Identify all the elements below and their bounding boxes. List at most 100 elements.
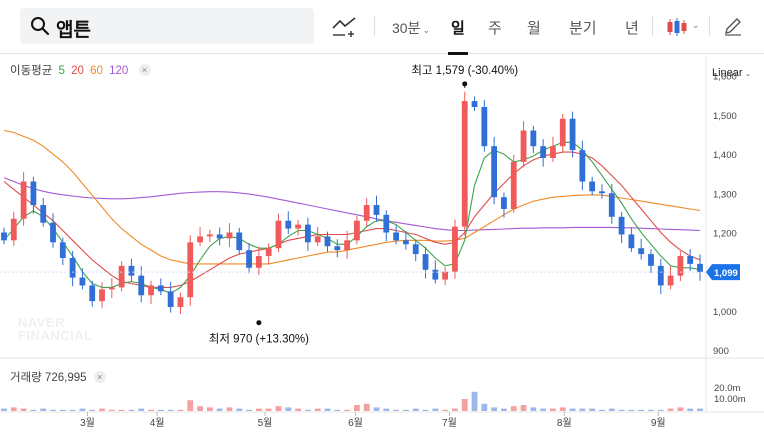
volume-bar — [10, 407, 17, 411]
candle — [687, 248, 694, 271]
period-tab-month[interactable]: 월 — [527, 20, 541, 37]
candle-body — [461, 101, 468, 227]
volume-bar — [255, 408, 262, 411]
volume-bar — [589, 408, 596, 411]
candle-body — [354, 220, 360, 241]
volume-bar — [69, 409, 76, 411]
volume-bar — [697, 408, 703, 411]
candle — [373, 195, 380, 222]
stock-search-box[interactable]: 앱튼 — [20, 8, 314, 44]
candle — [618, 212, 625, 244]
volume-bar — [510, 406, 517, 411]
candle — [550, 136, 556, 162]
candlestick-type-icon[interactable] — [666, 17, 688, 37]
ma120-line — [3, 177, 701, 232]
candle — [216, 227, 223, 246]
volume-bar — [608, 408, 615, 411]
candle — [275, 213, 282, 253]
candle-body — [216, 234, 223, 239]
candle-body — [40, 205, 47, 223]
volume-bar — [422, 409, 429, 411]
y-tick-label: 1,500 — [713, 111, 737, 122]
scale-mode-dropdown[interactable]: Linear ⌄ — [712, 67, 751, 79]
volume-bar — [569, 408, 576, 411]
candle-body — [79, 277, 86, 286]
ma20-line — [3, 151, 701, 288]
candle — [177, 292, 184, 315]
candle-body — [30, 181, 37, 206]
candle — [89, 280, 96, 307]
candle-body — [177, 297, 184, 308]
candle-body — [559, 118, 566, 147]
volume-bar — [40, 408, 47, 411]
candle-body — [10, 218, 17, 241]
drawing-tool-icon[interactable] — [331, 14, 359, 38]
candle-body — [697, 263, 703, 273]
y-tick-label: 1,600 — [713, 72, 737, 83]
volume-bar — [628, 409, 635, 411]
pencil-icon[interactable] — [722, 15, 744, 37]
candle-body — [383, 214, 390, 233]
x-tick-label: 8월 — [557, 417, 572, 429]
x-tick-label: 9월 — [651, 417, 666, 429]
candle — [530, 125, 537, 154]
volume-bar — [481, 403, 488, 411]
y-tick-label: 1,200 — [713, 228, 737, 239]
candle-body — [657, 265, 664, 286]
candle — [628, 227, 635, 253]
period-tab-year[interactable]: 년 — [625, 20, 639, 37]
volume-bar — [79, 408, 86, 411]
chevron-down-icon: ⌄ — [744, 69, 752, 78]
volume-bar — [599, 409, 605, 411]
period-tab-day[interactable]: 일 — [451, 20, 465, 37]
candle — [295, 219, 301, 236]
candle — [206, 229, 213, 242]
candle — [187, 235, 194, 306]
search-icon[interactable] — [30, 16, 50, 36]
volume-bar — [295, 408, 301, 411]
volume-bar — [491, 407, 498, 411]
candle-body — [589, 181, 596, 192]
candle — [442, 267, 449, 286]
chevron-down-icon: ⌄ — [422, 25, 430, 35]
volume-bar — [432, 408, 439, 411]
candle — [363, 197, 370, 227]
candle-body — [638, 248, 645, 255]
close-icon[interactable]: × — [138, 64, 151, 76]
chevron-down-icon[interactable]: ⌄ — [692, 20, 700, 30]
volume-bar — [657, 409, 664, 411]
volume-bar — [1, 408, 7, 411]
interval-dropdown[interactable]: 30분 ⌄ — [392, 18, 430, 38]
stock-name[interactable]: 앱튼 — [56, 20, 91, 41]
candle-body — [108, 287, 115, 290]
candle — [10, 211, 17, 246]
period-tab-quarter[interactable]: 분기 — [569, 20, 597, 37]
candle — [246, 243, 252, 274]
volume-bar — [687, 408, 694, 411]
candle-body — [471, 101, 478, 107]
candle — [491, 136, 498, 205]
candle — [471, 96, 478, 111]
candle-body — [501, 197, 507, 209]
volume-bar — [373, 407, 380, 411]
candle — [30, 176, 37, 214]
candle-body — [608, 193, 615, 217]
candle-body — [579, 150, 586, 182]
candle-body — [491, 146, 498, 198]
watermark-line: NAVER — [18, 315, 66, 330]
candle-body — [599, 191, 605, 194]
candle-body — [618, 216, 625, 235]
volume-bar — [461, 399, 468, 411]
close-icon[interactable]: × — [93, 371, 106, 383]
candle-body — [118, 265, 125, 288]
candle-body — [20, 181, 27, 219]
candle-body — [344, 240, 350, 251]
toolbar-divider — [652, 16, 653, 36]
volume-tick-label: 10.00m — [714, 394, 746, 405]
candle-body — [187, 242, 194, 298]
candle-body — [59, 242, 66, 258]
volume-bar — [167, 409, 174, 411]
candle-body — [167, 291, 174, 308]
period-tab-week[interactable]: 주 — [488, 20, 502, 37]
